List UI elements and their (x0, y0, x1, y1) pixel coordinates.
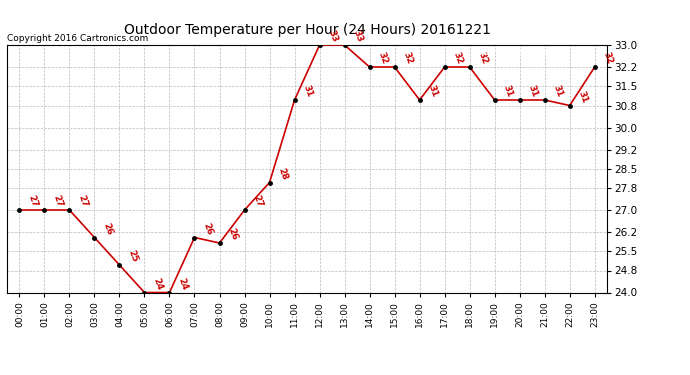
Text: 31: 31 (551, 84, 564, 99)
Text: 31: 31 (526, 84, 540, 99)
Text: 33: 33 (351, 29, 364, 44)
Text: 31: 31 (577, 89, 589, 104)
Text: 26: 26 (101, 221, 114, 236)
Text: 31: 31 (302, 84, 314, 99)
Text: 27: 27 (26, 194, 39, 208)
Text: 24: 24 (151, 276, 164, 291)
Text: 32: 32 (402, 51, 414, 66)
Text: 31: 31 (426, 84, 440, 99)
Text: Copyright 2016 Cartronics.com: Copyright 2016 Cartronics.com (7, 33, 148, 42)
Text: 33: 33 (326, 29, 339, 44)
Text: 32: 32 (602, 51, 614, 66)
Text: 31: 31 (502, 84, 514, 99)
Text: 32: 32 (451, 51, 464, 66)
Text: 25: 25 (126, 249, 139, 264)
Text: 28: 28 (277, 166, 289, 181)
Text: 27: 27 (51, 194, 64, 208)
Text: 26: 26 (201, 221, 214, 236)
Text: 24: 24 (177, 276, 189, 291)
Text: 32: 32 (477, 51, 489, 66)
Text: 32: 32 (377, 51, 389, 66)
Text: 27: 27 (251, 194, 264, 208)
Text: 27: 27 (77, 194, 89, 208)
Text: 26: 26 (226, 227, 239, 242)
Title: Outdoor Temperature per Hour (24 Hours) 20161221: Outdoor Temperature per Hour (24 Hours) … (124, 24, 491, 38)
